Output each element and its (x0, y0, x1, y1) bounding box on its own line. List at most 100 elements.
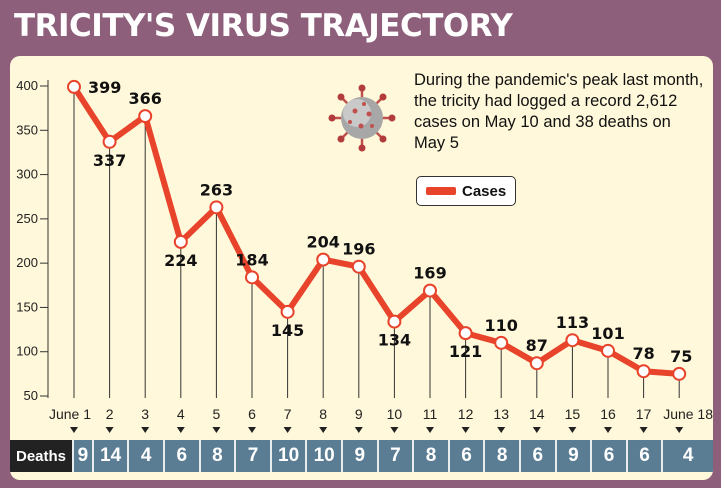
data-label: 134 (378, 331, 411, 350)
x-tick-marker (283, 427, 292, 433)
x-tick-marker (604, 427, 612, 433)
x-tick-label: 17 (636, 406, 652, 422)
deaths-value: 10 (269, 440, 306, 472)
x-tick-marker (390, 427, 399, 433)
data-point (316, 252, 331, 267)
deaths-value: 8 (412, 440, 448, 472)
x-tick-marker (70, 427, 78, 433)
x-tick-marker (675, 427, 684, 433)
data-point (423, 283, 437, 298)
x-tick-label: 15 (565, 406, 581, 422)
deaths-value: 7 (376, 440, 413, 472)
x-tick-marker (461, 427, 470, 433)
data-label: 113 (556, 313, 589, 332)
legend-label: Cases (462, 182, 507, 200)
deaths-value: 6 (163, 440, 199, 472)
y-tick-label: 300 (16, 167, 38, 182)
data-point (173, 234, 188, 249)
data-label: 366 (128, 89, 161, 108)
x-tick-label: 8 (319, 406, 327, 422)
x-tick-marker (319, 427, 328, 433)
x-tick-label: 2 (106, 406, 114, 422)
data-point (636, 364, 651, 379)
x-tick-label: 9 (355, 406, 363, 422)
x-tick-marker (105, 427, 114, 433)
y-tick-label: 200 (16, 255, 38, 270)
x-tick-label: 5 (213, 406, 221, 422)
chart-legend: Cases (416, 176, 517, 206)
deaths-value: 9 (554, 440, 591, 472)
data-label: 184 (235, 250, 268, 269)
deaths-value: 9 (341, 440, 377, 472)
data-label: 101 (591, 324, 624, 343)
data-point (138, 109, 153, 124)
x-tick-label: 4 (177, 406, 185, 422)
data-label: 196 (342, 240, 375, 259)
x-tick-label: 10 (387, 406, 403, 422)
data-label: 87 (526, 336, 548, 355)
data-label: 224 (164, 251, 197, 270)
deaths-value: 6 (590, 440, 626, 472)
chart-panel: 50 100 150 200 250 300 350 400 399 337 366 224 263 18… (10, 56, 713, 480)
deaths-value: 8 (198, 440, 235, 472)
data-point (494, 335, 509, 350)
x-tick-marker (426, 427, 434, 433)
x-tick-label: June 18 (663, 406, 713, 422)
x-tick-label: 14 (529, 406, 545, 422)
data-point (102, 134, 117, 149)
data-point (601, 343, 615, 358)
deaths-value: 6 (519, 440, 555, 472)
deaths-label: Deaths (10, 440, 72, 472)
data-label: 169 (413, 264, 446, 283)
data-label: 204 (306, 233, 339, 252)
y-tick-label: 150 (16, 299, 38, 314)
data-point (280, 304, 295, 319)
deaths-value: 9 (72, 440, 92, 472)
x-tick-marker (497, 427, 506, 433)
x-tick-label: 12 (458, 406, 474, 422)
x-tick-label: June 1 (49, 406, 91, 422)
data-point (529, 356, 544, 371)
x-tick-label: 11 (423, 406, 438, 422)
data-point (67, 79, 81, 94)
y-tick-label: 350 (16, 122, 38, 137)
data-label: 75 (670, 347, 692, 366)
data-label: 263 (200, 180, 233, 199)
x-tick-marker (532, 427, 541, 433)
deaths-value: 14 (91, 440, 128, 472)
virus-icon (328, 84, 396, 152)
data-label: 145 (271, 321, 304, 340)
data-label: 399 (88, 78, 121, 97)
deaths-value: 6 (447, 440, 484, 472)
deaths-value: 4 (127, 440, 163, 472)
data-point (209, 200, 224, 215)
x-tick-label: 13 (493, 406, 509, 422)
x-tick-label: 7 (284, 406, 292, 422)
data-point (458, 326, 473, 341)
data-label: 78 (632, 344, 654, 363)
x-tick-label: 6 (248, 406, 256, 422)
deaths-value: 10 (305, 440, 341, 472)
data-point (672, 366, 687, 381)
x-tick-marker (176, 427, 185, 433)
x-tick-marker (212, 427, 221, 433)
x-tick-marker (248, 427, 256, 433)
deaths-value: 4 (661, 440, 713, 472)
deaths-value: 7 (234, 440, 270, 472)
data-point (565, 333, 580, 348)
x-tick-marker (639, 427, 648, 433)
data-point (245, 270, 259, 285)
y-tick-label: 400 (16, 78, 38, 93)
x-tick-label: 3 (141, 406, 149, 422)
x-tick-marker (568, 427, 577, 433)
deaths-row: Deaths 9 14 4 6 8 7 10 10 9 7 8 6 8 6 9 6 6 4 (10, 440, 713, 472)
annotation-text: During the pandemic's peak last month, t… (414, 71, 704, 152)
data-label: 110 (484, 316, 517, 335)
deaths-value: 6 (625, 440, 662, 472)
y-tick-label: 100 (16, 344, 38, 359)
data-label: 337 (93, 151, 126, 170)
y-tick-label: 50 (24, 388, 38, 403)
x-tick-marker (354, 427, 363, 433)
